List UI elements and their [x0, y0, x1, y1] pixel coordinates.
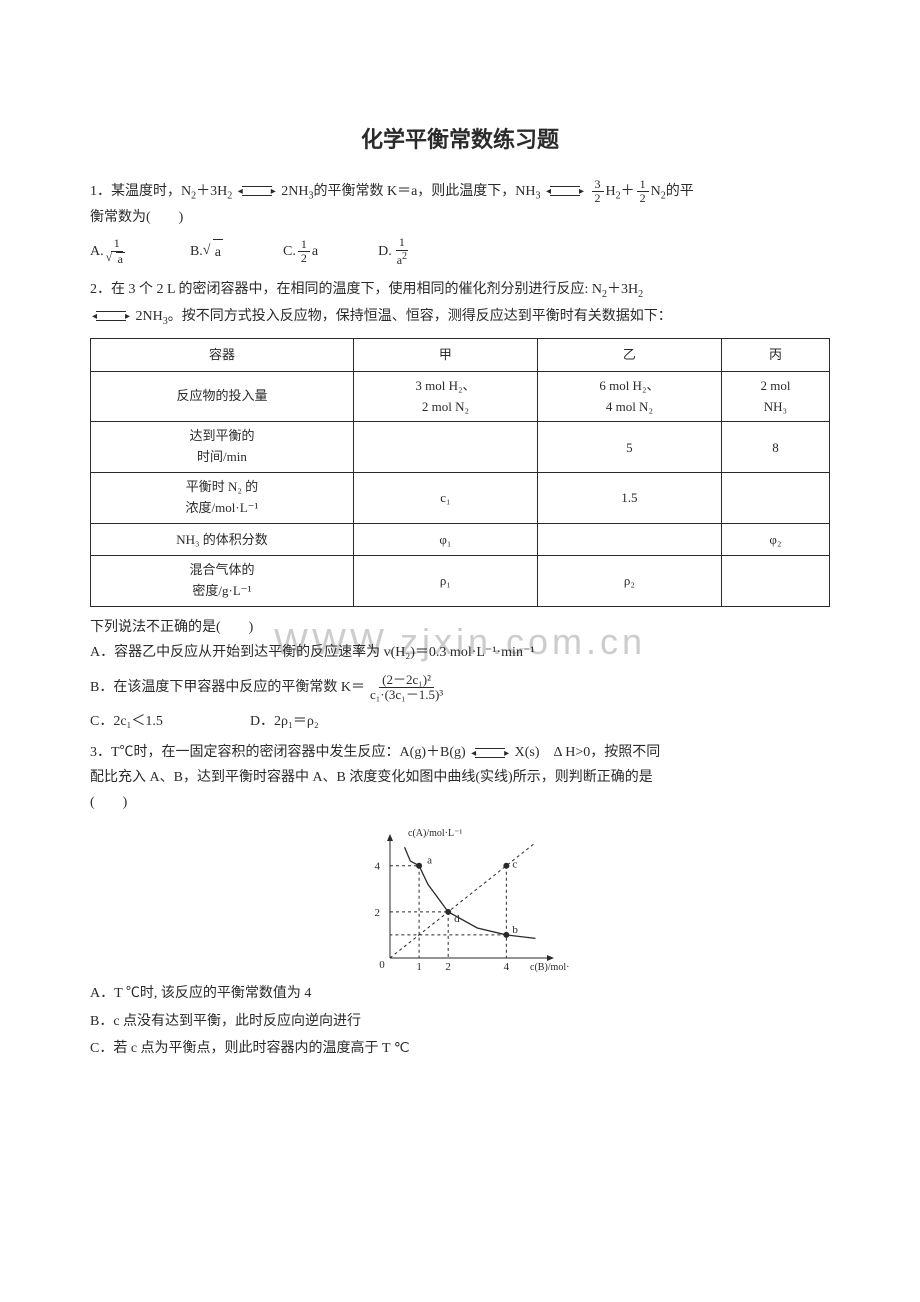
option-d: D. 1a2 [378, 236, 412, 266]
question-3: 3．T℃时，在一固定容积的密闭容器中发生反应：A(g)＋B(g) ▸◂ X(s)… [90, 740, 830, 1061]
svg-text:b: b [512, 924, 518, 936]
q1-text: 2NH [281, 184, 308, 199]
td: 8 [721, 422, 829, 473]
table-row: 容器 甲 乙 丙 [91, 339, 830, 371]
th: 丙 [721, 339, 829, 371]
q2-text: 2．在 3 个 2 L 的密闭容器中，在相同的温度下，使用相同的催化剂分别进行反… [90, 282, 602, 297]
svg-text:d: d [454, 913, 460, 925]
svg-text:c(A)/mol·L⁻¹: c(A)/mol·L⁻¹ [408, 828, 462, 839]
svg-text:c(B)/mol·L⁻¹: c(B)/mol·L⁻¹ [530, 962, 570, 973]
sub: 2 [638, 289, 643, 300]
svg-text:2: 2 [375, 907, 381, 919]
option-c: C．若 c 点为平衡点，则此时容器内的温度高于 T ℃ [90, 1036, 830, 1061]
q2-text: ＋3H [607, 282, 638, 297]
td: ρ₂ [537, 556, 721, 607]
option-a: A．容器乙中反应从开始到达平衡的反应速率为 v(H₂)＝0.3 mol·L⁻¹·… [90, 640, 830, 665]
q2-text: 2NH [136, 309, 163, 324]
data-table: 容器 甲 乙 丙 反应物的投入量 3 mol H₂、2 mol N₂ 6 mol… [90, 338, 830, 606]
sub: 2 [227, 190, 232, 201]
th: 容器 [91, 339, 354, 371]
td: 3 mol H₂、2 mol N₂ [353, 371, 537, 422]
frac: (2－2c₁)²c₁·(3c₁－1.5)³ [367, 673, 446, 703]
option-c: C．2c₁＜1.5 [90, 714, 163, 729]
th: 甲 [353, 339, 537, 371]
td: ρ₁ [353, 556, 537, 607]
q1-text: H [606, 184, 616, 199]
q1-text: N [651, 184, 661, 199]
page-content: 化学平衡常数练习题 1．某温度时，N2＋3H2 ▸◂ 2NH3的平衡常数 K＝a… [90, 120, 830, 1061]
td: 达到平衡的时间/min [91, 422, 354, 473]
q2-text: 。按不同方式投入反应物，保持恒温、恒容，测得反应达到平衡时有关数据如下： [168, 309, 672, 324]
frac: 1a2 [394, 236, 410, 266]
q1-text: 的平衡常数 K＝a，则此温度下，NH [313, 184, 535, 199]
th: 乙 [537, 339, 721, 371]
table-row: 混合气体的密度/g·L⁻¹ ρ₁ ρ₂ [91, 556, 830, 607]
equilibrium-arrow-icon: ▸◂ [550, 185, 580, 197]
q1-text: 的平 [666, 184, 694, 199]
td: φ₁ [353, 523, 537, 555]
question-1: 1．某温度时，N2＋3H2 ▸◂ 2NH3的平衡常数 K＝a，则此温度下，NH3… [90, 178, 830, 267]
svg-text:1: 1 [416, 961, 422, 973]
option-b: B.a [190, 236, 223, 266]
page-title: 化学平衡常数练习题 [90, 120, 830, 160]
svg-text:4: 4 [375, 861, 381, 873]
svg-text:2: 2 [445, 961, 451, 973]
td: 1.5 [537, 473, 721, 524]
td [353, 422, 537, 473]
td: 5 [537, 422, 721, 473]
frac: 32 [592, 178, 604, 205]
q3-line3: ( ) [90, 790, 830, 815]
td: 平衡时 N₂ 的浓度/mol·L⁻¹ [91, 473, 354, 524]
q1-text: ＋ [621, 184, 635, 199]
question-2: 2．在 3 个 2 L 的密闭容器中，在相同的温度下，使用相同的催化剂分别进行反… [90, 277, 830, 734]
q1-text: ＋3H [196, 184, 227, 199]
table-row: 平衡时 N₂ 的浓度/mol·L⁻¹ c₁ 1.5 [91, 473, 830, 524]
option-b: B．在该温度下甲容器中反应的平衡常数 K＝ (2－2c₁)²c₁·(3c₁－1.… [90, 673, 448, 703]
sub: 3 [536, 190, 541, 201]
q2-after: 下列说法不正确的是( ) [90, 615, 830, 640]
td: 混合气体的密度/g·L⁻¹ [91, 556, 354, 607]
td: NH₃ 的体积分数 [91, 523, 354, 555]
td: c₁ [353, 473, 537, 524]
td [721, 473, 829, 524]
q1-line2: 衡常数为( ) [90, 205, 830, 230]
td: 反应物的投入量 [91, 371, 354, 422]
q1-text: 1．某温度时，N [90, 184, 191, 199]
table-row: 反应物的投入量 3 mol H₂、2 mol N₂ 6 mol H₂、4 mol… [91, 371, 830, 422]
td: φ₂ [721, 523, 829, 555]
svg-text:c: c [512, 859, 517, 871]
q3-text: X(s) Δ H>0，按照不同 [515, 745, 661, 760]
td [721, 556, 829, 607]
frac: 12 [637, 178, 649, 205]
option-b: B．c 点没有达到平衡，此时反应向逆向进行 [90, 1009, 830, 1034]
equilibrium-arrow-icon: ▸◂ [475, 747, 505, 759]
concentration-chart: 0 1 2 4 2 4 c(A)/mol·L⁻¹ c(B)/mol·L⁻¹ a b c d [350, 823, 570, 973]
chart-container: 0 1 2 4 2 4 c(A)/mol·L⁻¹ c(B)/mol·L⁻¹ a b c d [90, 823, 830, 973]
td: 6 mol H₂、4 mol N₂ [537, 371, 721, 422]
option-c: C. 12a [283, 236, 318, 266]
q3-line2: 配比充入 A、B，达到平衡时容器中 A、B 浓度变化如图中曲线(实线)所示，则判… [90, 765, 830, 790]
svg-text:a: a [427, 855, 432, 867]
option-a: A. 1a [90, 236, 130, 266]
svg-text:0: 0 [379, 959, 385, 971]
frac: 1a [106, 237, 128, 265]
table-row: 达到平衡的时间/min 5 8 [91, 422, 830, 473]
td [537, 523, 721, 555]
equilibrium-arrow-icon: ▸◂ [242, 185, 272, 197]
q3-text: 3．T℃时，在一固定容积的密闭容器中发生反应：A(g)＋B(g) [90, 745, 466, 760]
table-row: NH₃ 的体积分数 φ₁ φ₂ [91, 523, 830, 555]
equilibrium-arrow-icon: ▸◂ [96, 310, 126, 322]
td: 2 molNH₃ [721, 371, 829, 422]
option-cd: C．2c₁＜1.5 D．2ρ₁＝ρ₂ [90, 709, 830, 734]
option-a: A．T ℃时, 该反应的平衡常数值为 4 [90, 981, 830, 1006]
svg-text:4: 4 [504, 961, 510, 973]
frac: 12 [298, 238, 310, 265]
option-d: D．2ρ₁＝ρ₂ [250, 714, 319, 729]
